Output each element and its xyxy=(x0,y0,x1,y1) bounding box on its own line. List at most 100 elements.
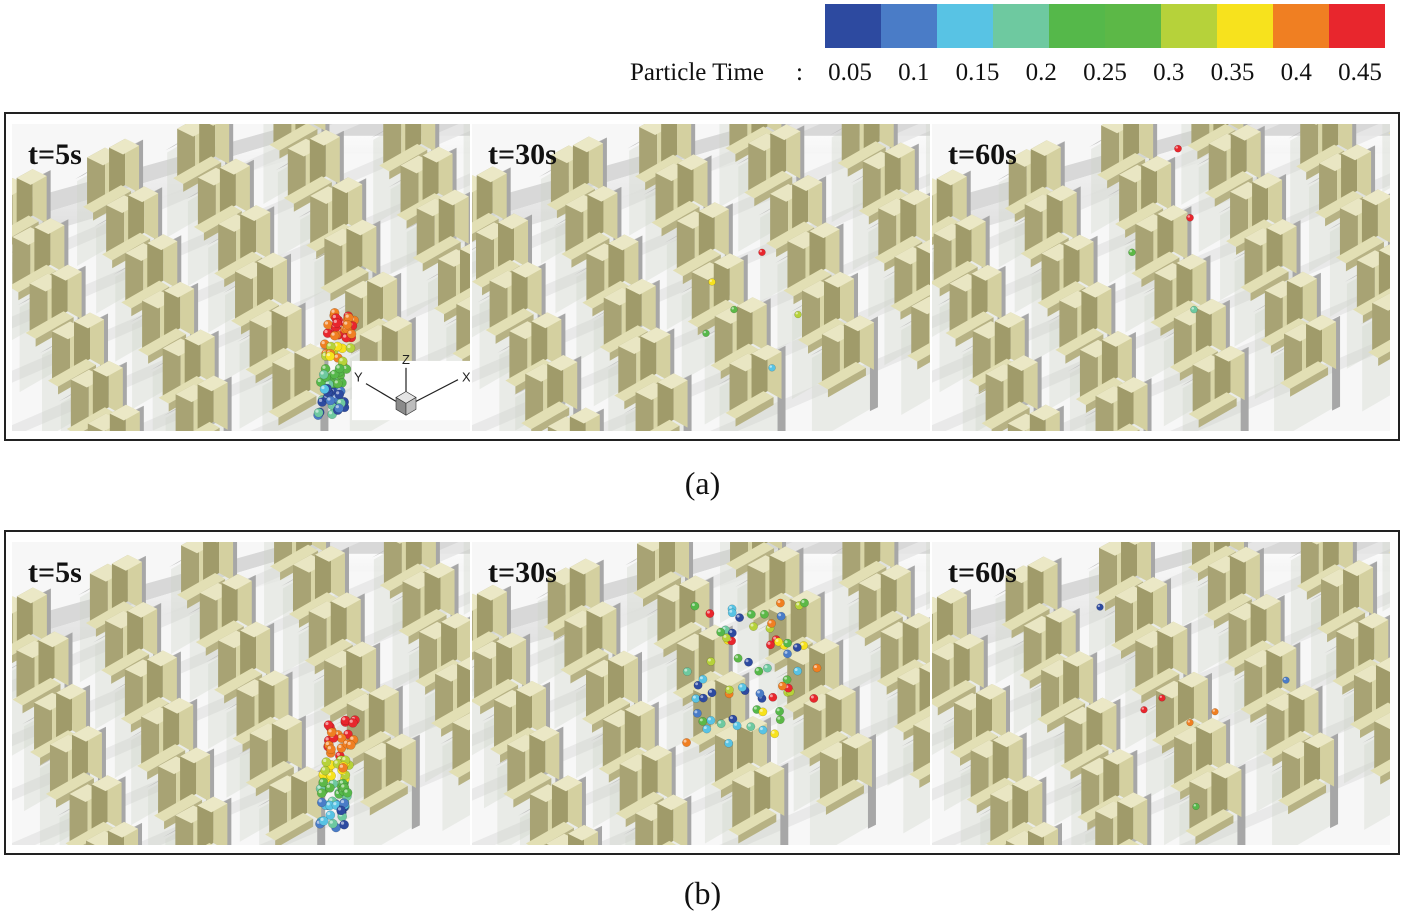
seat-back-top xyxy=(346,641,377,658)
particle-highlight xyxy=(729,716,733,720)
particle-highlight xyxy=(340,821,345,825)
seat-back-side xyxy=(1191,124,1210,146)
legend-tick: 0.15 xyxy=(955,59,1000,86)
seat-cushion xyxy=(1187,545,1236,574)
seat-back-top xyxy=(1306,314,1337,331)
seat-cushion xyxy=(472,212,499,235)
seat-back-top xyxy=(71,725,102,742)
particle xyxy=(318,369,329,380)
seat-cushion xyxy=(981,401,1030,430)
seat-back-front xyxy=(714,202,729,257)
seat-back-top xyxy=(1266,219,1297,235)
particle xyxy=(333,378,343,389)
seat-back-top xyxy=(1358,612,1389,629)
seat-back-side xyxy=(274,542,293,567)
x-axis-line xyxy=(415,379,459,402)
seat-cushion-front xyxy=(738,813,777,844)
particle-highlight xyxy=(339,780,343,784)
seat-back-front xyxy=(162,650,177,705)
seat-back-front xyxy=(624,650,639,706)
particle-highlight xyxy=(339,358,343,362)
seat-back-top xyxy=(809,638,840,655)
particle xyxy=(316,797,327,808)
seat-cushion xyxy=(12,215,39,237)
seat-back-top xyxy=(1361,189,1390,206)
seat-back-front xyxy=(1282,219,1297,274)
particle-highlight xyxy=(325,381,329,385)
seat-back-front xyxy=(54,631,69,686)
seat-back-top xyxy=(916,239,930,254)
seat-cushion xyxy=(1317,606,1366,635)
particle-highlight xyxy=(695,682,699,686)
seat-cushion xyxy=(65,821,114,845)
seat-back-top xyxy=(1214,345,1245,362)
particle-highlight xyxy=(778,613,782,617)
seat-back-front xyxy=(693,154,708,209)
particle-highlight xyxy=(322,352,326,357)
seat-cushion xyxy=(379,563,428,592)
particle-highlight xyxy=(769,694,773,698)
seat-back-top xyxy=(1028,821,1059,838)
particle-highlight xyxy=(336,391,340,395)
particle-highlight xyxy=(1193,804,1196,807)
seat-back-top xyxy=(1157,205,1188,221)
particle-highlight xyxy=(745,659,749,663)
particle-highlight xyxy=(717,629,721,633)
seat-back-top xyxy=(1157,621,1188,638)
particle-highlight xyxy=(729,630,733,633)
seat-cushion-front xyxy=(1378,351,1390,367)
seat-back-top xyxy=(1086,697,1117,714)
seat-back-front xyxy=(1357,144,1372,199)
seat-back-top xyxy=(271,301,302,318)
seat-back-top xyxy=(971,264,1002,281)
particle xyxy=(707,688,717,698)
seat-cushion-front xyxy=(213,427,220,431)
seat-back-front xyxy=(196,747,211,802)
floor-strip xyxy=(12,542,361,693)
seat-cushion xyxy=(379,143,428,172)
seat-cushion xyxy=(1004,186,1053,215)
particle-highlight xyxy=(335,790,340,795)
particle xyxy=(705,609,715,618)
seat-cushion xyxy=(214,668,263,696)
seat-cushion xyxy=(615,791,664,820)
seat-back-front xyxy=(840,271,855,327)
particle xyxy=(732,721,742,731)
seat-back-top xyxy=(911,296,930,315)
particle xyxy=(342,319,353,330)
seat-cushion xyxy=(653,621,702,650)
scene-panel-b-1: t=5s xyxy=(12,542,470,845)
seat-back-front xyxy=(1304,684,1319,739)
seat-back-top xyxy=(976,683,1007,700)
particle xyxy=(698,674,708,684)
particle xyxy=(1158,694,1166,702)
particle-highlight xyxy=(327,343,331,347)
seat-back-front xyxy=(454,189,469,244)
particle-highlight xyxy=(683,739,687,743)
seat-back-front xyxy=(969,633,984,688)
particle-highlight xyxy=(342,757,346,761)
legend-tick: 0.05 xyxy=(828,59,872,86)
seat-back-top xyxy=(51,264,82,281)
seat-back-side xyxy=(1300,542,1319,587)
seat-back-top xyxy=(1378,244,1390,256)
seat-back-front xyxy=(1010,312,1025,367)
seat-cushion xyxy=(945,311,994,339)
seat-back-top xyxy=(1314,124,1318,125)
particle-highlight xyxy=(777,600,781,604)
seat-back-top xyxy=(569,558,600,575)
seat-back-front xyxy=(1008,731,1023,786)
particle-highlight xyxy=(337,807,342,811)
seat-back-front xyxy=(1359,560,1374,615)
seat-back-front xyxy=(900,142,915,197)
particle-highlight xyxy=(345,314,349,318)
seat-back-front xyxy=(127,554,142,610)
seat-cushion xyxy=(1001,602,1050,631)
particle-highlight xyxy=(330,780,334,784)
seat-back-front xyxy=(32,169,47,224)
seat-cushion xyxy=(193,421,220,431)
particle-highlight xyxy=(691,603,695,607)
seat-cushion-front xyxy=(278,395,317,426)
particle-highlight xyxy=(324,321,329,325)
seat-back-top xyxy=(551,775,582,792)
